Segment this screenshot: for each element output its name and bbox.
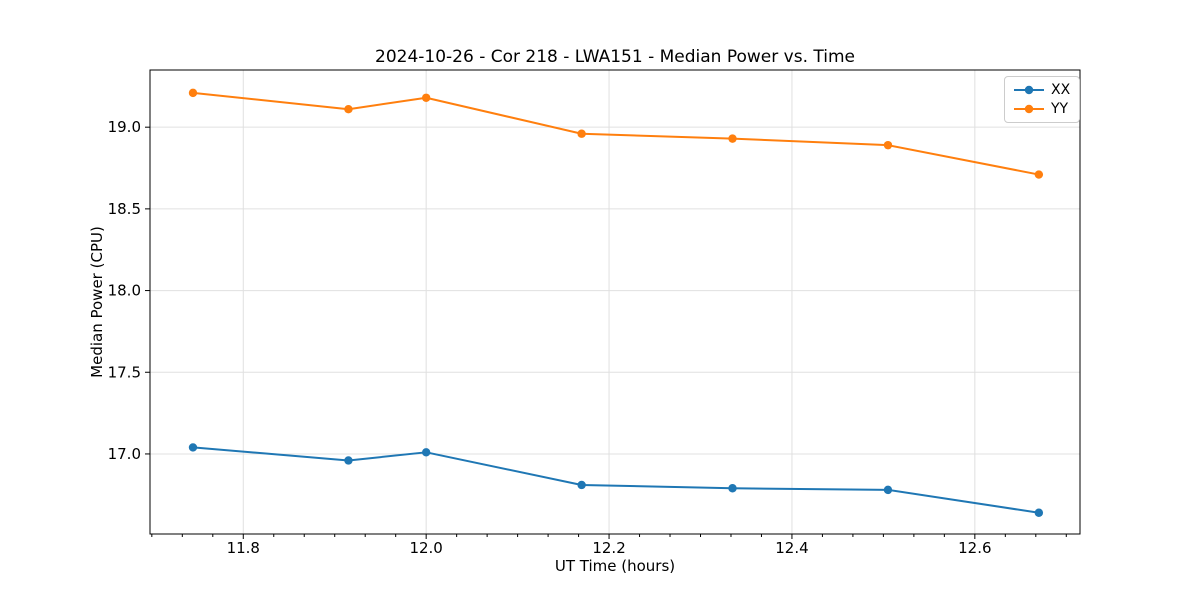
legend-item-XX: XX [1013,82,1070,98]
data-point-XX [1034,508,1044,517]
legend-label: YY [1051,101,1069,117]
y-tick-label: 17.0 [108,445,141,463]
x-tick-label: 12.6 [958,539,991,557]
data-point-YY [883,140,893,150]
y-tick-label: 19.0 [108,118,141,136]
data-point-XX [728,484,737,493]
data-point-XX [883,485,893,495]
data-point-XX [344,456,353,465]
data-point-YY [344,105,353,114]
data-point-YY [421,93,431,102]
series-XX [188,443,1044,517]
y-axis-ticks: 17.0 17.5 18.0 18.5 19.0 [108,118,150,463]
y-tick-label: 17.5 [108,363,141,381]
chart-title: 2024-10-26 - Cor 218 - LWA151 - Median P… [375,47,855,67]
series-YY [188,88,1044,179]
legend-label: XX [1051,82,1071,98]
data-point-XX [421,448,431,457]
grid-lines [150,70,1080,534]
data-point-XX [577,480,586,490]
data-point-XX [188,443,198,452]
axes-spines [149,69,1081,535]
x-tick-label: 11.8 [227,539,260,557]
y-tick-label: 18.0 [108,282,141,300]
y-axis-label: Median Power (CPU) [88,226,106,378]
x-tick-label: 12.0 [409,539,442,557]
x-axis-label: UT Time (hours) [554,557,676,575]
legend-item-YY: YY [1013,101,1070,117]
legend-marker-XX [1014,85,1044,95]
legend: XX YY [1004,76,1081,123]
x-axis-ticks: 11.8 12.0 12.2 12.4 12.6 [227,534,992,557]
legend-marker-YY [1014,104,1044,114]
x-tick-label: 12.4 [775,539,808,557]
x-tick-label: 12.2 [592,539,625,557]
data-point-YY [1034,170,1044,179]
y-tick-label: 18.5 [108,200,141,218]
data-point-YY [577,129,586,138]
data-point-YY [728,134,737,143]
data-point-YY [188,88,198,98]
